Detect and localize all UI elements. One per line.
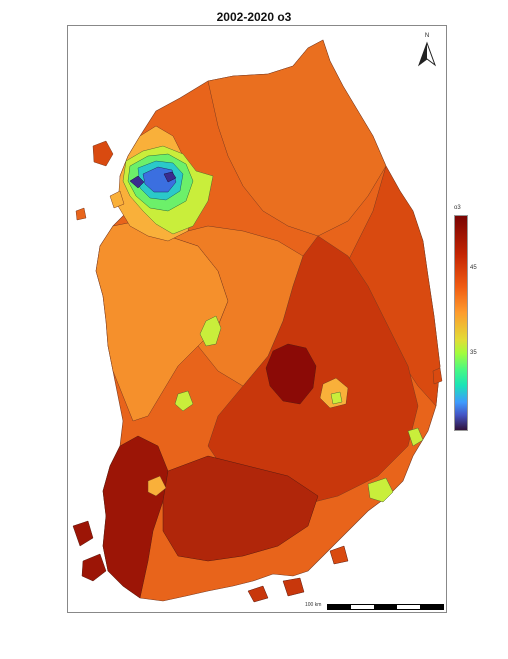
legend-color-bar [454,215,468,431]
scale-bar: 100 km [305,600,445,614]
map-title: 2002-2020 o3 [216,10,292,24]
island-west-2 [109,190,125,209]
northeast-region [207,39,387,237]
dark-core-region [265,343,317,405]
island-southwest-2 [81,553,107,582]
island-west-3 [75,207,87,221]
chungcheong-region [167,225,304,387]
city-spot-5 [407,427,424,447]
island-southwest-1 [72,520,94,547]
city-spot-7 [147,475,167,497]
city-spot-1 [199,315,222,347]
island-west-1 [92,140,114,167]
island-south-3 [329,545,349,565]
city-spot-6 [367,477,394,503]
east-coast-region [342,165,441,407]
north-label: N [424,33,430,39]
island-south-1 [247,585,269,603]
island-east [432,367,443,385]
scale-label: 100 km [305,602,322,608]
korea-o3-map [72,39,443,603]
city-spot-3 [330,391,343,405]
legend-tick: 35 [470,350,477,356]
scale-segments [327,604,444,610]
metro-core-region [129,171,177,189]
legend-tick: 45 [470,265,477,271]
city-spot-4 [174,390,194,412]
north-arrow: N [414,33,440,67]
southwest-region [102,435,169,599]
legend-title: o3 [454,205,461,211]
color-legend: o3 45 35 [454,205,484,435]
map-panel [67,25,447,613]
south-central-region [162,455,319,562]
north-arrow-icon [417,41,437,67]
island-south-2 [282,577,305,597]
